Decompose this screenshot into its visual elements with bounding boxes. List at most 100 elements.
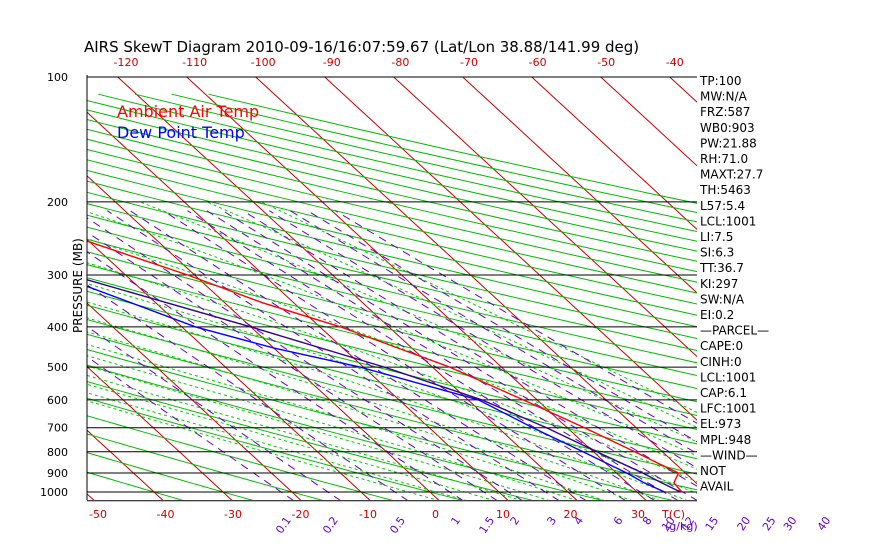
- dry-adiabat-line: [171, 93, 697, 214]
- top-tick-label: -90: [323, 56, 341, 69]
- index-line: SW:N/A: [700, 292, 745, 306]
- dry-adiabat-line: [87, 138, 697, 283]
- legend-item: Ambient Air Temp: [117, 102, 259, 121]
- dry-adiabat-line: [87, 191, 697, 339]
- index-line: MW:N/A: [700, 90, 748, 104]
- dry-adiabat-line: [87, 471, 184, 500]
- top-tick-label: -80: [391, 56, 409, 69]
- mixing-ratio-line: [107, 210, 560, 500]
- pressure-tick-label: 300: [47, 269, 68, 282]
- mixing-ratio-line: [129, 210, 587, 500]
- pressure-tick-label: 200: [47, 196, 68, 209]
- index-line: —PARCEL—: [700, 324, 769, 338]
- top-tick-label: -70: [460, 56, 478, 69]
- top-tick-label: -40: [666, 56, 684, 69]
- bottom-temperature-axis: -50 -40 -30 -20 -10 0 10 20 30 T(C): [89, 508, 685, 521]
- top-tick-label: -50: [597, 56, 615, 69]
- index-line: EL:973: [700, 417, 741, 431]
- top-tick-label: -60: [529, 56, 547, 69]
- mixing-ratio-label: 8: [640, 514, 655, 527]
- isotherm-line: [0, 77, 26, 501]
- dry-adiabat-line: [87, 380, 533, 500]
- index-line: MPL:948: [700, 433, 751, 447]
- top-tick-label: -120: [114, 56, 139, 69]
- mixing-ratio-label: 4: [571, 514, 586, 527]
- index-line: WB0:903: [700, 121, 755, 135]
- chart-title: AIRS SkewT Diagram 2010-09-16/16:07:59.6…: [84, 38, 639, 56]
- sounding-series: [87, 240, 683, 493]
- pressure-tick-label: 700: [47, 422, 68, 435]
- index-line: TT:36.7: [699, 261, 744, 275]
- index-line: NOT: [700, 464, 726, 478]
- index-line: MAXT:27.7: [700, 168, 763, 182]
- moist-adiabat-line: [87, 317, 660, 500]
- mixing-ratio-line: [242, 210, 697, 487]
- dry-adiabat-line: [87, 203, 697, 352]
- pressure-tick-label: 600: [47, 394, 68, 407]
- index-line: EI:0.2: [700, 308, 734, 322]
- dry-adiabat-line: [87, 169, 697, 316]
- series-line-1: [87, 240, 683, 493]
- moist-adiabat-line: [87, 283, 697, 494]
- bottom-tick-label: -20: [292, 508, 310, 521]
- index-line: TP:100: [699, 74, 742, 88]
- isotherm-line: [324, 76, 697, 421]
- pressure-tick-label: 900: [47, 467, 68, 480]
- legend: Ambient Air Temp Dew Point Temp: [117, 102, 259, 142]
- pressure-tick-label: 500: [47, 361, 68, 374]
- mixing-ratio-label: 30: [781, 514, 800, 533]
- mixing-ratio-label: 0.2: [320, 514, 341, 536]
- bottom-tick-label: 10: [496, 508, 510, 521]
- mixing-ratio-label: 1.5: [477, 514, 498, 536]
- index-line: LCL:1001: [700, 214, 756, 228]
- index-line: PW:21.88: [700, 136, 757, 150]
- bottom-tick-label: -10: [359, 508, 377, 521]
- moist-adiabat-line: [87, 331, 632, 500]
- dry-adiabat-line: [87, 214, 697, 364]
- index-line: TH:5463: [699, 183, 751, 197]
- mixing-ratio-line: [335, 210, 697, 424]
- dry-adiabat-line: [87, 264, 697, 416]
- bottom-tick-label: -50: [89, 508, 107, 521]
- moist-adiabat-line: [87, 262, 697, 483]
- pressure-tick-label: 100: [47, 71, 68, 84]
- mixing-ratio-line: [87, 356, 294, 500]
- series-line-3: [87, 279, 681, 493]
- pressure-tick-label: 400: [47, 321, 68, 334]
- dry-adiabat-line: [98, 93, 697, 232]
- mixing-ratio-line: [222, 210, 697, 500]
- dry-adiabat-line: [87, 290, 697, 445]
- pressure-tick-label: 800: [47, 446, 68, 459]
- moist-adiabat-line: [87, 365, 550, 500]
- dry-adiabat-line: [87, 452, 254, 500]
- dry-adiabat-line: [87, 304, 697, 460]
- bottom-tick-label: -40: [157, 508, 175, 521]
- isotherm-line: [87, 429, 164, 500]
- mixing-ratio-line: [87, 284, 408, 500]
- moist-adiabat-line: [87, 211, 697, 457]
- index-line: SI:6.3: [700, 246, 734, 260]
- moist-adiabat-line: [87, 392, 467, 500]
- bottom-tick-label: -30: [224, 508, 242, 521]
- mixing-ratio-line: [162, 210, 626, 500]
- mixing-ratio-line: [87, 325, 341, 500]
- dry-adiabat-line: [87, 226, 697, 377]
- isotherm-line: [87, 365, 233, 500]
- moist-adiabat-line: [261, 201, 697, 414]
- mixing-ratio-unit: (g/kg): [665, 520, 698, 533]
- mixing-ratio-label: 1: [448, 514, 463, 527]
- isobar-lines: [87, 76, 697, 502]
- dry-adiabat-line: [87, 148, 697, 294]
- dry-adiabat-line: [87, 348, 673, 500]
- mixing-ratio-line: [206, 210, 678, 500]
- index-line: CINH:0: [700, 355, 742, 369]
- bottom-tick-label: 20: [564, 508, 578, 521]
- mixing-ratio-label: 3: [544, 514, 559, 527]
- mixing-ratio-label: 6: [611, 514, 626, 527]
- mixing-ratio-line: [187, 210, 655, 500]
- dry-adiabat-line: [87, 180, 697, 328]
- mixing-ratio-line: [87, 231, 498, 500]
- moist-adiabat-line: [87, 400, 439, 500]
- index-line: LI:7.5: [700, 230, 733, 244]
